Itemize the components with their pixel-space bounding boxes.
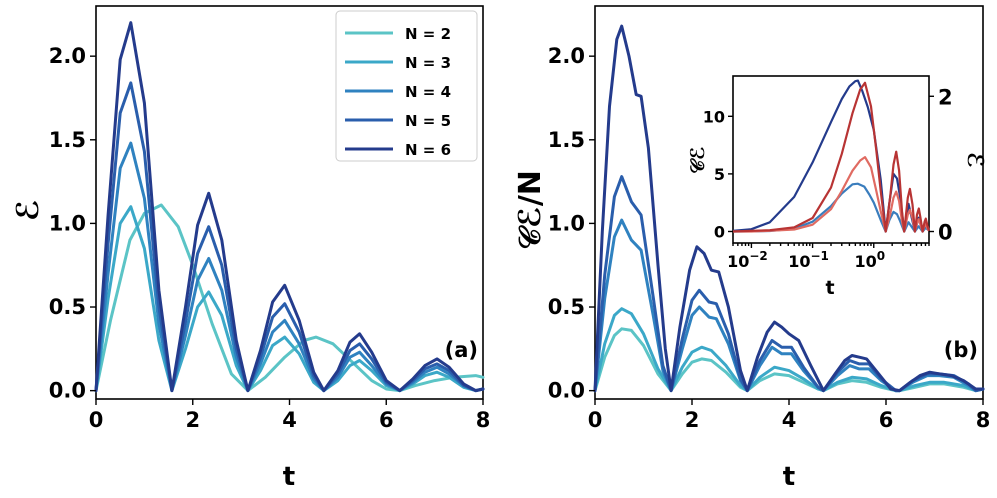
panel-a-ylabel: ℰ (11, 199, 46, 221)
panel-b-xticks: 0 2 4 6 8 (588, 399, 991, 432)
panel-b-ytick-label: 2.0 (548, 44, 585, 68)
inset-xtick-label: 100 (854, 249, 885, 271)
inset-xtick-base: 10 (854, 252, 876, 271)
panel-a-xtick-label: 4 (282, 408, 297, 432)
inset-xtick-base: 10 (788, 252, 810, 271)
inset-series-line (732, 81, 931, 233)
panel-b-xlabel: t (783, 462, 795, 492)
inset-xtick-base: 10 (727, 252, 749, 271)
panel-b-ytick-label: 1.0 (548, 211, 585, 235)
panel-a-ytick-label: 0.0 (49, 379, 86, 403)
panel-b-ytick-label: 0.0 (548, 379, 585, 403)
legend: N = 2 N = 3 N = 4 N = 5 N = 6 (335, 10, 478, 162)
inset-ytick-right-label: 2 (938, 85, 953, 109)
inset-xlabel: t (825, 277, 834, 299)
inset-series (732, 79, 931, 233)
panel-a: 0 2 4 6 8 0.0 0.5 1.0 1.5 2.0 t ℰ (a) N = 2 N = 3… (11, 5, 491, 492)
panel-a-ytick-label: 2.0 (49, 44, 86, 68)
inset-xtick-exp: −2 (749, 249, 767, 263)
panel-a-series-line (94, 141, 485, 393)
inset-ylabel-right: ℰ (962, 152, 987, 168)
inset-ytick-left-label: 5 (714, 165, 725, 184)
panel-a-xticks: 0 2 4 6 8 (89, 399, 491, 432)
panel-a-xtick-label: 6 (379, 408, 394, 432)
panel-b-ytick-label: 1.5 (548, 128, 585, 152)
panel-a-yticks: 0.0 0.5 1.0 1.5 2.0 (49, 44, 96, 403)
panel-a-series-line (94, 205, 485, 393)
panel-a-xlabel: t (283, 462, 295, 492)
panel-a-xtick-label: 2 (185, 408, 200, 432)
panel-b-series-line (593, 24, 985, 393)
panel-b-xtick-label: 6 (879, 408, 894, 432)
panel-b-series-line (593, 307, 985, 393)
panel-a-series-line (94, 81, 485, 393)
inset-xtick-exp: −1 (811, 249, 829, 263)
inset-ytick-left-label: 0 (714, 222, 725, 241)
panel-a-xtick-label: 0 (89, 408, 104, 432)
inset-series-line (733, 156, 930, 233)
panel-a-label: (a) (445, 338, 478, 362)
legend-entry: N = 5 (405, 112, 451, 130)
panel-a-xtick-label: 8 (476, 408, 491, 432)
panel-a-series-line (94, 21, 485, 393)
panel-b-xtick-label: 8 (976, 408, 991, 432)
legend-entry: N = 6 (405, 141, 451, 159)
inset-xtick-label: 10−1 (788, 249, 829, 271)
inset-yticks-right: 02 (929, 85, 953, 245)
panel-b-xtick-label: 2 (685, 408, 700, 432)
panel-b-series (593, 24, 985, 393)
legend-entry: N = 3 (405, 54, 451, 72)
panel-b-xtick-label: 4 (782, 408, 797, 432)
inset-ylabel-left: 𝒞ℰ (687, 146, 709, 174)
inset-yticks-left: 0 5 10 (703, 107, 733, 241)
inset-ytick-left-label: 10 (703, 107, 725, 126)
inset-xticks: 10−2 10−1 100 (727, 243, 930, 271)
legend-entry: N = 4 (405, 83, 451, 101)
panel-a-ytick-label: 1.5 (49, 128, 86, 152)
legend-entry: N = 2 (405, 25, 451, 43)
inset-ytick-right-label: 0 (938, 221, 953, 245)
legend-box (335, 10, 478, 162)
panel-a-series (94, 21, 485, 393)
inset-xtick-exp: 0 (877, 249, 885, 263)
inset-xtick-label: 10−2 (727, 249, 768, 271)
panel-b-yticks: 0.0 0.5 1.0 1.5 2.0 (548, 44, 595, 403)
panel-b-xtick-label: 0 (588, 408, 603, 432)
panel-a-ytick-label: 0.5 (49, 295, 86, 319)
panel-a-ytick-label: 1.0 (49, 211, 86, 235)
panel-b-label: (b) (944, 338, 978, 362)
panel-b-ylabel: 𝒞ℰ/N (513, 170, 548, 250)
panel-b-ytick-label: 0.5 (548, 295, 585, 319)
